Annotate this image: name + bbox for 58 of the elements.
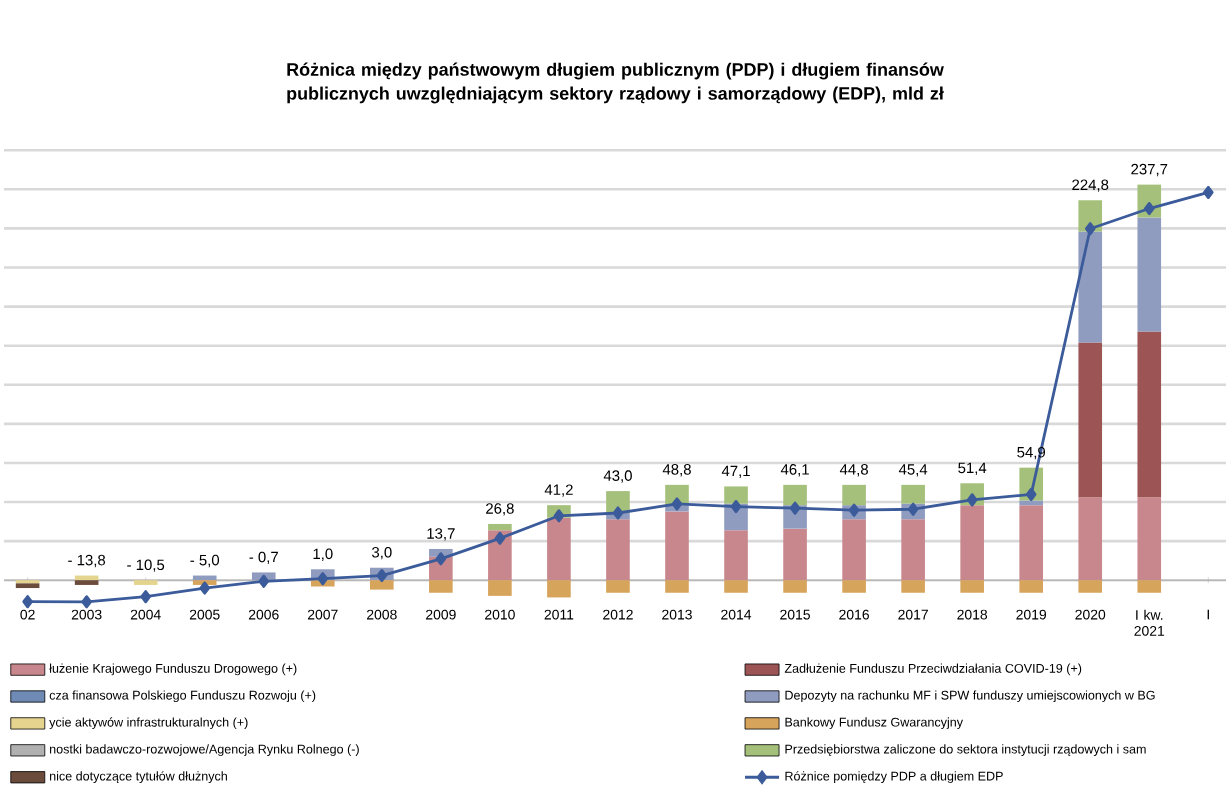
bar [1078, 231, 1103, 343]
point [1143, 201, 1155, 216]
bar [606, 580, 630, 593]
bar [901, 519, 925, 581]
bar [488, 523, 512, 531]
bar [1078, 580, 1103, 593]
bar [1137, 497, 1162, 581]
bar [901, 484, 925, 504]
text: Różnica między państwowym długiem publicznym (PDP) i długiem finansów publicznych uwzględniającym sektory rządowy i samorządowy (EDP), mld zł [287, 62, 944, 104]
bar [842, 580, 866, 593]
point [730, 500, 742, 514]
point [258, 574, 270, 588]
bar [1019, 500, 1044, 506]
bar [901, 580, 925, 593]
bar [665, 580, 689, 593]
bar [1137, 580, 1162, 593]
point [612, 506, 624, 520]
bar [606, 519, 630, 581]
point [81, 595, 92, 609]
point [1025, 487, 1037, 501]
point [789, 501, 801, 515]
bar [1019, 505, 1044, 581]
bar [724, 486, 748, 504]
bar [547, 580, 571, 598]
bar [1019, 580, 1044, 593]
bar [783, 484, 807, 506]
bar [842, 484, 866, 506]
bar [1078, 342, 1103, 498]
point [376, 568, 388, 583]
point [199, 581, 210, 595]
point [140, 590, 151, 604]
point [22, 595, 33, 609]
point [848, 503, 860, 517]
bar [665, 511, 689, 581]
point [1203, 185, 1214, 200]
bar [783, 528, 807, 581]
bar [15, 583, 40, 589]
point [671, 497, 683, 511]
bar [429, 580, 453, 593]
bar [1078, 497, 1103, 581]
point [966, 493, 978, 507]
point [553, 509, 565, 523]
point [907, 502, 919, 516]
bar [547, 517, 571, 581]
bar [370, 580, 394, 590]
point [1084, 222, 1096, 236]
bar [724, 530, 748, 581]
point [494, 531, 506, 545]
point [317, 572, 329, 586]
bar [1137, 331, 1162, 498]
bar [488, 580, 512, 596]
point [435, 552, 447, 566]
bar [1137, 217, 1162, 332]
bar [960, 580, 984, 593]
bar [960, 505, 984, 581]
bar [783, 580, 807, 593]
bar [842, 519, 866, 581]
bar [724, 580, 748, 593]
